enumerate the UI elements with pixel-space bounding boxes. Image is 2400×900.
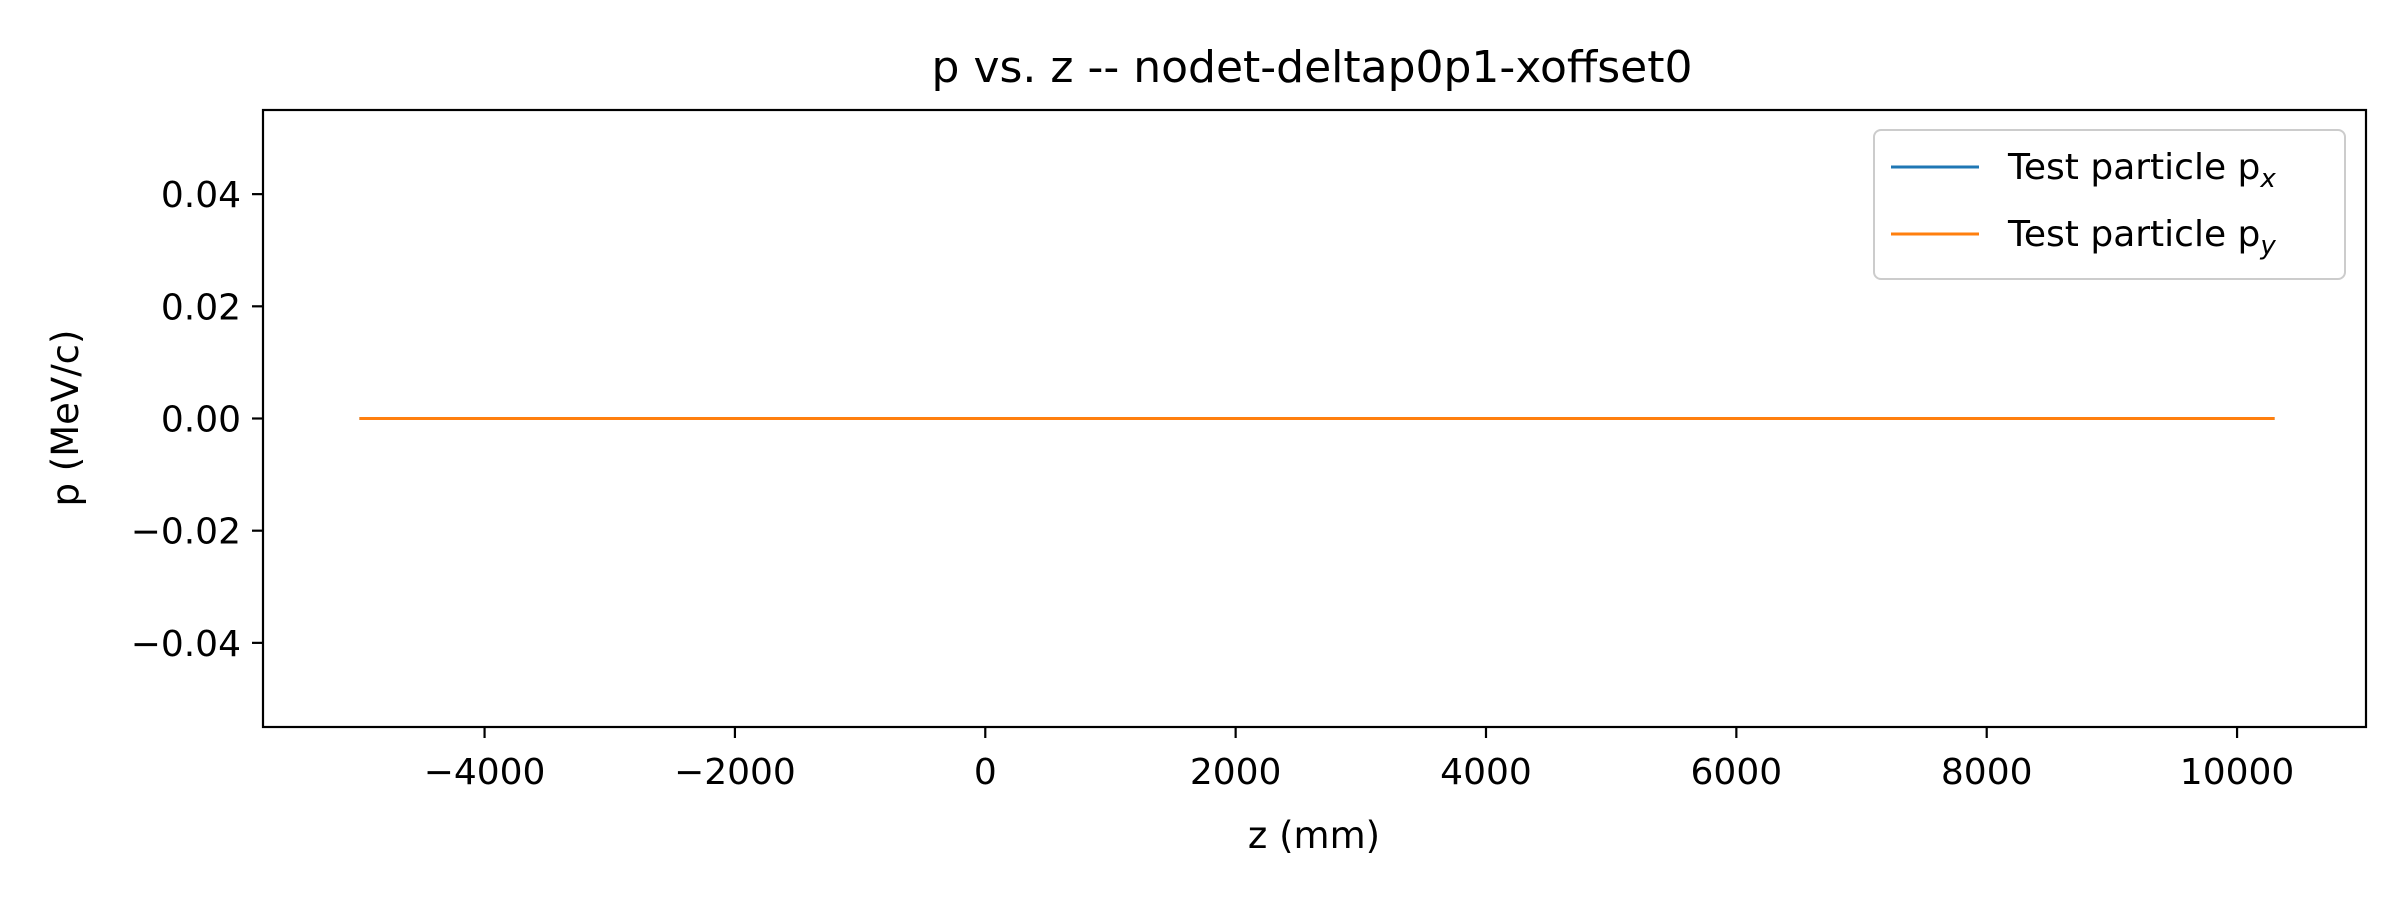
x-tick-label: 8000 [1941,752,2033,793]
y-tick-label: −0.04 [131,624,241,665]
legend-label-px: Test particle px [2007,147,2276,194]
x-tick-label: 10000 [2180,752,2295,793]
y-tick-label: −0.02 [131,512,241,553]
legend-box [1873,129,2346,280]
chart-title: p vs. z -- nodet-deltap0p1-xoffset0 [932,42,1693,93]
x-axis: −4000 −2000 0 2000 4000 6000 8000 10000 [424,727,2295,793]
x-tick-label: 4000 [1440,752,1532,793]
x-tick-label: −2000 [674,752,796,793]
x-tick-label: −4000 [424,752,546,793]
legend-label-px-text: Test particle p [2007,147,2260,188]
y-tick-label: 0.04 [161,175,241,216]
y-axis-title: p (MeV/c) [44,330,87,507]
x-tick-label: 0 [974,752,997,793]
legend-label-py: Test particle py [2007,214,2276,261]
x-axis-title: z (mm) [1248,814,1380,857]
y-axis: 0.04 0.02 0.00 −0.02 −0.04 [131,175,263,665]
legend-label-py-sub: y [2259,231,2276,261]
y-tick-label: 0.02 [161,287,241,328]
legend-label-py-text: Test particle p [2007,214,2260,255]
x-tick-label: 2000 [1190,752,1282,793]
x-tick-label: 6000 [1691,752,1783,793]
y-tick-label: 0.00 [161,400,241,441]
legend: Test particle px Test particle py [1873,129,2346,280]
legend-label-px-sub: x [2259,164,2276,194]
